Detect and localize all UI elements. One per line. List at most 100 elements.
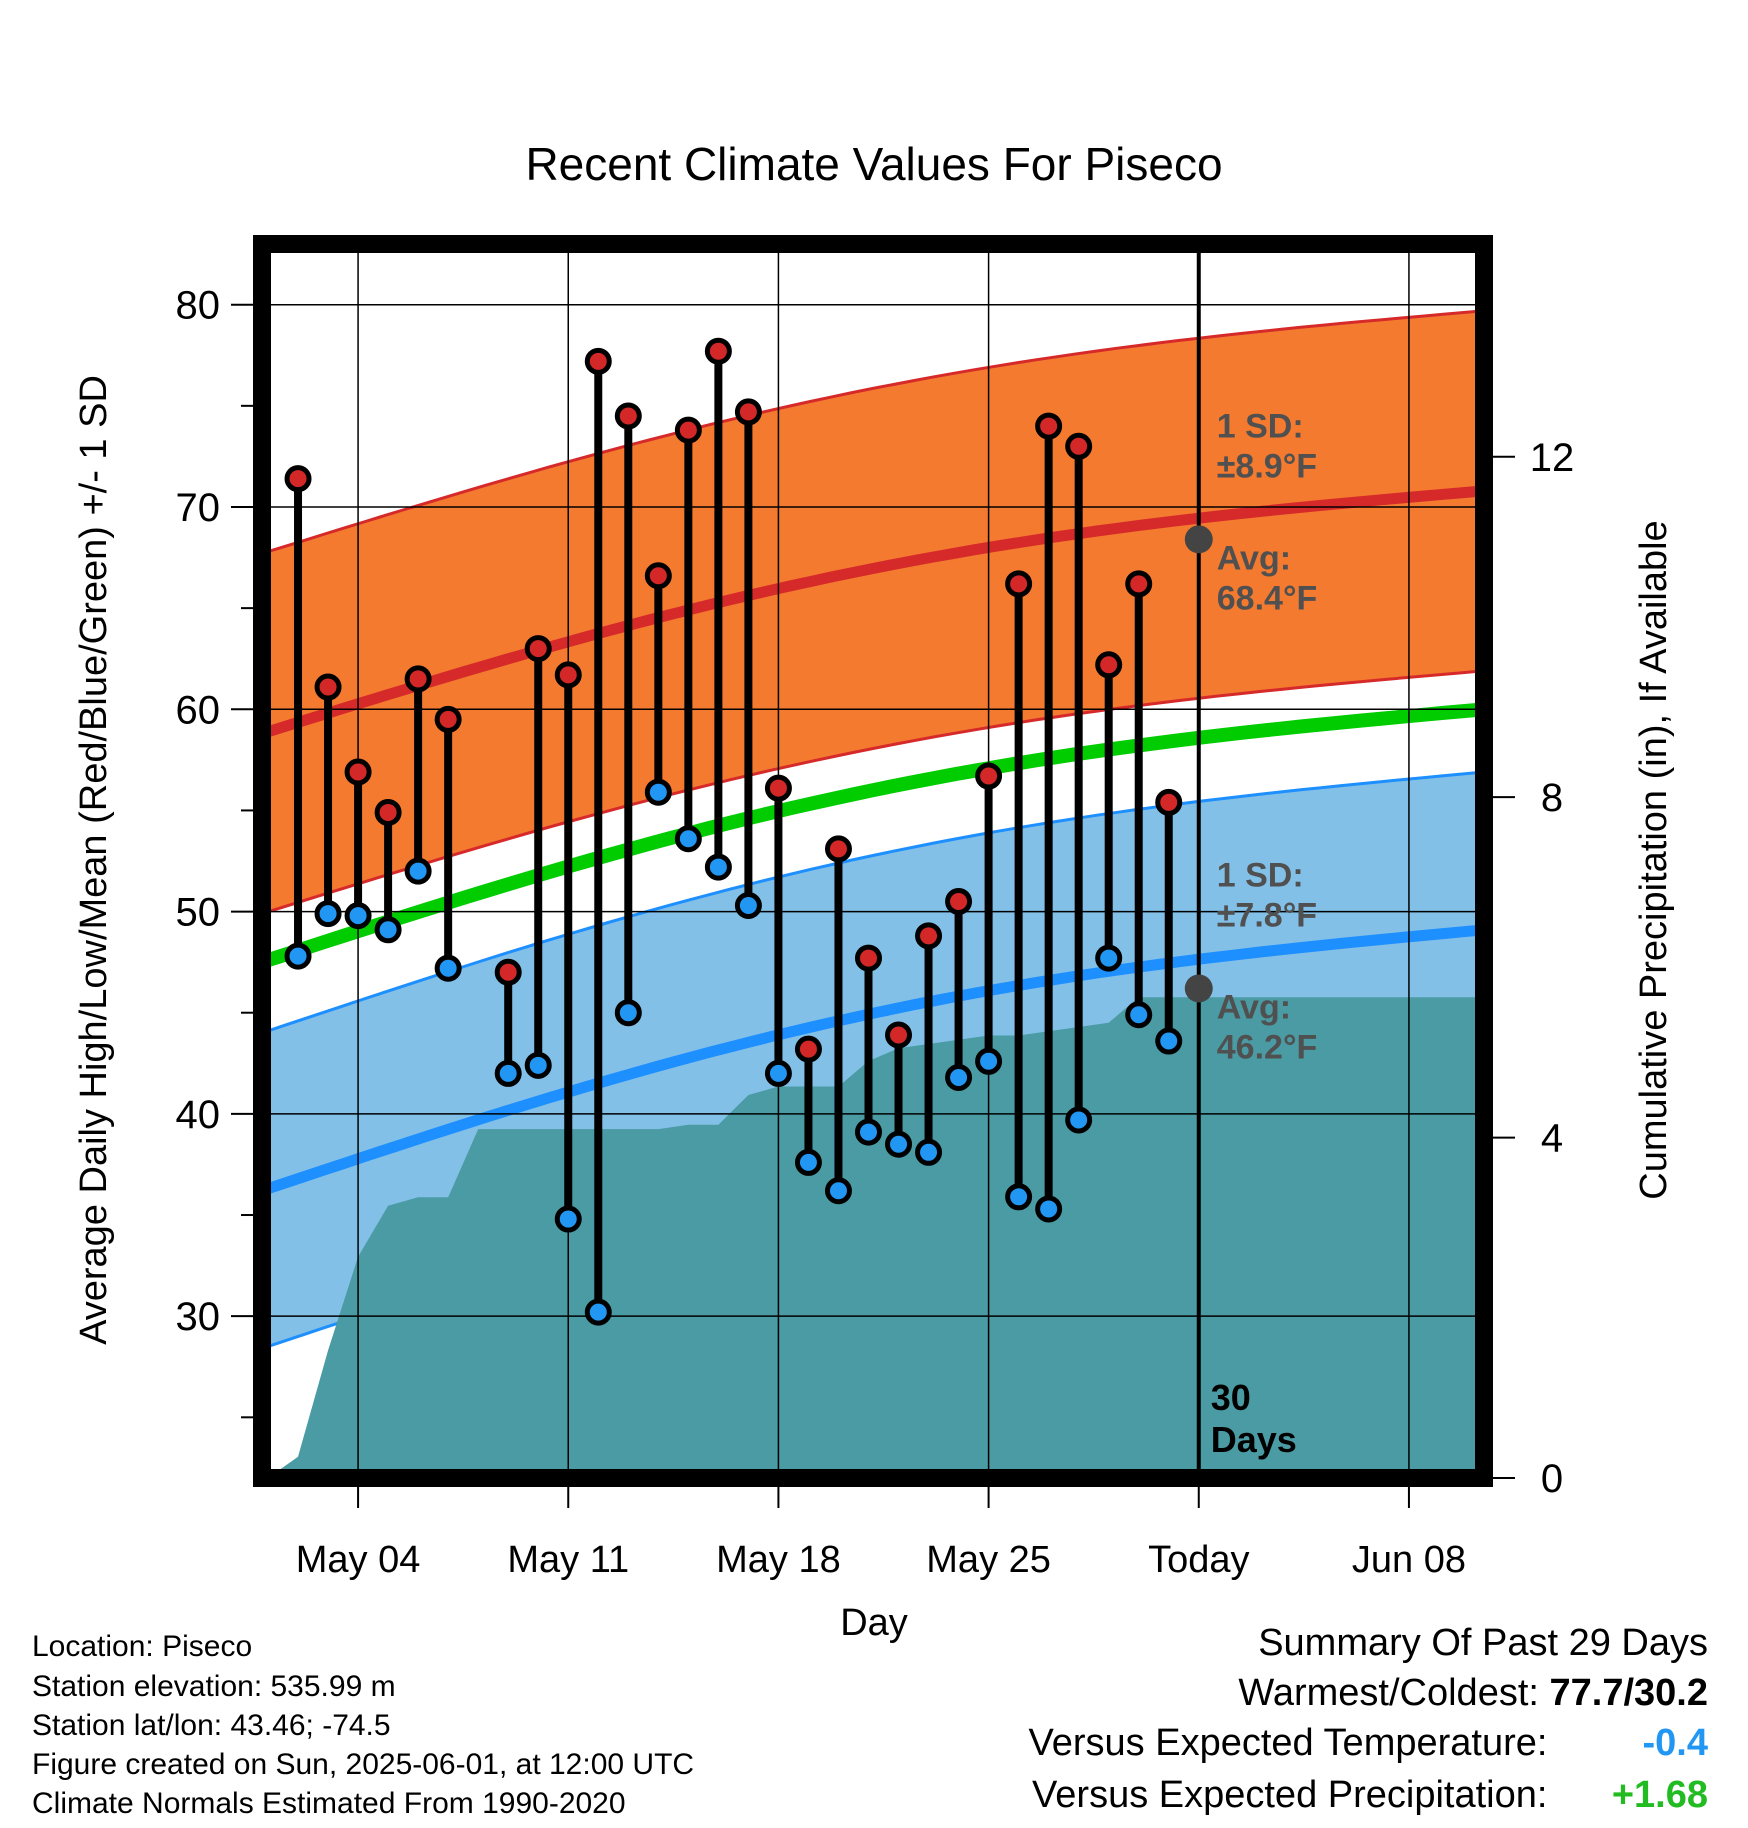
plot-frame xyxy=(253,235,1493,1487)
today-days-label: Days xyxy=(1211,1419,1297,1460)
low-point xyxy=(404,857,432,885)
low-point xyxy=(1125,1001,1153,1029)
low-point xyxy=(614,999,642,1027)
precip-area xyxy=(268,997,1484,1478)
low-point xyxy=(794,1148,822,1176)
today-days-label: 30 xyxy=(1211,1377,1251,1418)
y-tick-label: 70 xyxy=(176,486,221,530)
low-sd-value: ±7.8°F xyxy=(1217,896,1317,934)
low-point xyxy=(644,778,672,806)
high-point xyxy=(824,835,852,863)
low-point xyxy=(734,892,762,920)
high-point xyxy=(975,762,1003,790)
low-avg-value: 46.2°F xyxy=(1217,1028,1318,1066)
high-avg-title: Avg: xyxy=(1217,539,1291,577)
high-point xyxy=(704,337,732,365)
mean-normal-line xyxy=(262,702,1484,969)
high-point xyxy=(284,465,312,493)
low-point xyxy=(434,954,462,982)
high-point xyxy=(885,1021,913,1049)
low-point xyxy=(584,1298,612,1326)
x-tick-label: Jun 08 xyxy=(1352,1539,1466,1581)
high-point xyxy=(1035,412,1063,440)
low-avg-marker xyxy=(1184,974,1213,1003)
info-created: Figure created on Sun, 2025-06-01, at 12… xyxy=(32,1748,695,1781)
high-point xyxy=(854,944,882,972)
low-point xyxy=(1065,1106,1093,1134)
high-low-bars xyxy=(284,244,1201,1478)
high-point xyxy=(1155,788,1183,816)
chart-title: Recent Climate Values For Piseco xyxy=(525,138,1222,190)
high-point xyxy=(314,673,342,701)
low-point xyxy=(885,1130,913,1158)
high-point xyxy=(524,635,552,663)
low-point xyxy=(975,1047,1003,1075)
info-location: Location: Piseco xyxy=(32,1630,253,1663)
low-point xyxy=(494,1059,522,1087)
info-latlon: Station lat/lon: 43.46; -74.5 xyxy=(32,1709,391,1742)
summary-precip-value: +1.68 xyxy=(1611,1774,1708,1816)
low-point xyxy=(1095,944,1123,972)
low-point xyxy=(284,942,312,970)
y-tick-label: 30 xyxy=(176,1295,221,1339)
high-point xyxy=(614,402,642,430)
low-point xyxy=(824,1177,852,1205)
high-point xyxy=(764,774,792,802)
low-point xyxy=(314,900,342,928)
low-point xyxy=(764,1059,792,1087)
y2-tick-label: 8 xyxy=(1541,776,1563,820)
high-lower-sd-line xyxy=(262,669,1484,916)
y2-tick-label: 4 xyxy=(1541,1117,1563,1161)
high-point xyxy=(554,661,582,689)
summary-precip-label: Versus Expected Precipitation: xyxy=(1032,1774,1548,1816)
low-avg-title: Avg: xyxy=(1217,988,1291,1026)
summary-warm-cold-label: Warmest/Coldest: xyxy=(1238,1672,1539,1714)
high-point xyxy=(674,416,702,444)
high-point xyxy=(344,758,372,786)
low-point xyxy=(674,825,702,853)
info-elevation: Station elevation: 535.99 m xyxy=(32,1670,396,1703)
high-point xyxy=(734,398,762,426)
high-upper-sd-line xyxy=(262,309,1484,555)
high-point xyxy=(434,705,462,733)
high-point xyxy=(404,665,432,693)
high-point xyxy=(584,347,612,375)
y-tick-label: 40 xyxy=(176,1093,221,1137)
x-tick-label: May 25 xyxy=(926,1539,1051,1581)
summary-temp-value: -0.4 xyxy=(1642,1722,1708,1764)
axes: 30 40 50 60 70 80 0 4 8 12 May 04 May 11 May 18 May 2… xyxy=(176,284,1575,1581)
y2-tick-label: 12 xyxy=(1530,436,1575,480)
low-point xyxy=(554,1205,582,1233)
info-normals: Climate Normals Estimated From 1990-2020 xyxy=(32,1787,626,1820)
high-point xyxy=(1095,651,1123,679)
low-point xyxy=(945,1063,973,1091)
high-point xyxy=(494,958,522,986)
grid xyxy=(262,244,1484,1478)
y2-axis-label: Cumulative Precipitation (in), If Availa… xyxy=(1633,520,1675,1199)
high-point xyxy=(1125,570,1153,598)
y-tick-label: 50 xyxy=(176,891,221,935)
high-point xyxy=(374,798,402,826)
summary-precip: Versus Expected Precipitation: +1.68 xyxy=(1032,1774,1708,1817)
x-tick-label: May 04 xyxy=(296,1539,421,1581)
x-tick-label: May 18 xyxy=(716,1539,841,1581)
low-normal-line xyxy=(262,924,1484,1196)
high-point xyxy=(794,1035,822,1063)
high-avg-marker xyxy=(1184,525,1213,554)
high-point xyxy=(1065,432,1093,460)
summary-warm-cold-value: 77.7/30.2 xyxy=(1549,1672,1708,1714)
summary-temp: Versus Expected Temperature: -0.4 xyxy=(1029,1722,1708,1765)
high-point xyxy=(644,562,672,590)
low-point xyxy=(1035,1195,1063,1223)
high-point xyxy=(915,922,943,950)
low-point xyxy=(524,1051,552,1079)
y-tick-label: 60 xyxy=(176,688,221,732)
low-sd-title: 1 SD: xyxy=(1217,856,1304,894)
low-point xyxy=(854,1118,882,1146)
x-axis-label: Day xyxy=(840,1602,908,1644)
low-point xyxy=(1005,1183,1033,1211)
low-point xyxy=(1155,1027,1183,1055)
high-sd-value: ±8.9°F xyxy=(1217,447,1317,485)
y-axis-label: Average Daily High/Low/Mean (Red/Blue/Gr… xyxy=(73,375,115,1345)
